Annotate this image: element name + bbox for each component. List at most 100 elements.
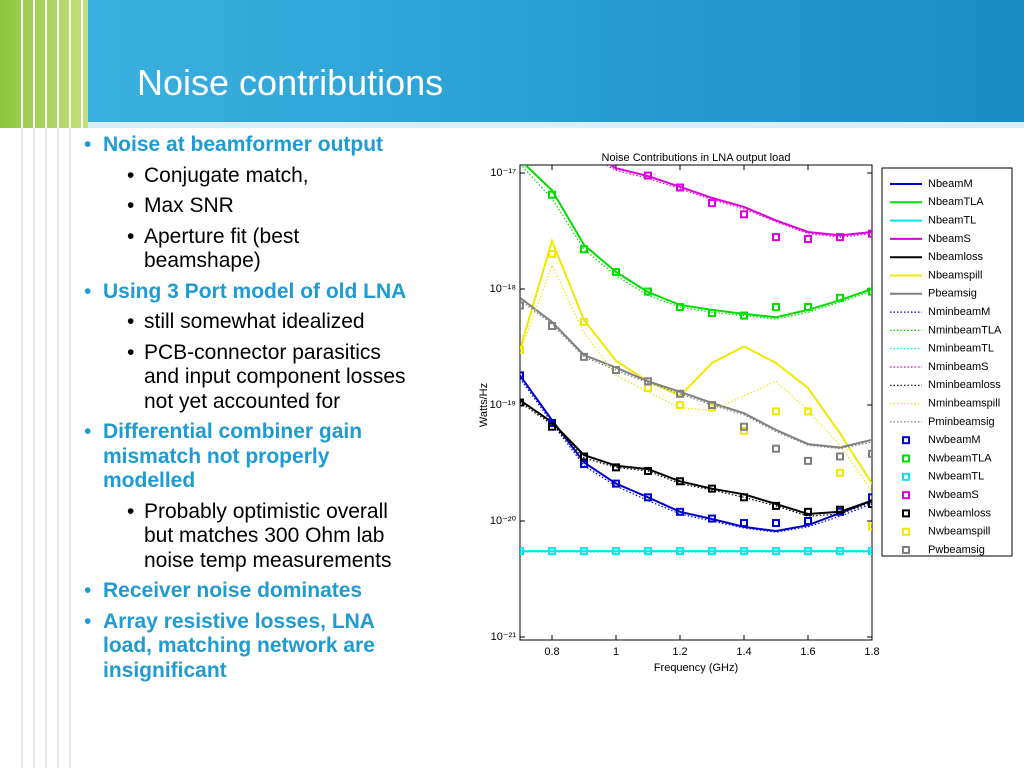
marker	[676, 477, 684, 486]
legend-label: NminbeamTLA	[928, 324, 1002, 336]
legend-marker	[902, 527, 910, 536]
series-line	[520, 374, 872, 533]
legend-marker	[902, 491, 910, 500]
bullet-text: load, matching network are	[103, 634, 375, 657]
legend-label: Pminbeamsig	[928, 416, 995, 428]
y-tick-label: 10⁻²¹	[491, 631, 517, 643]
legend-label: NminbeamTL	[928, 343, 994, 355]
marker	[644, 493, 652, 502]
marker	[772, 519, 780, 528]
marker	[580, 317, 588, 326]
marker	[740, 547, 748, 556]
marker	[612, 463, 620, 472]
bullet: Max SNR	[84, 194, 484, 219]
marker	[772, 547, 780, 556]
bullet-text: and input component losses	[144, 365, 406, 388]
marker	[548, 422, 556, 431]
series-line	[520, 402, 872, 517]
legend-label: Nwbeamspill	[928, 526, 990, 538]
marker	[868, 547, 872, 556]
legend-marker	[902, 546, 910, 554]
bullet-text: Aperture fit (best	[144, 224, 300, 248]
marker	[740, 422, 748, 431]
marker	[804, 507, 812, 516]
bullet-text: Conjugate match,	[144, 163, 309, 187]
legend-label: NbeamM	[928, 178, 973, 190]
legend-label: NbeamS	[928, 233, 971, 245]
marker	[708, 199, 716, 208]
marker	[644, 466, 652, 475]
series-line	[520, 263, 872, 492]
marker	[676, 183, 684, 192]
x-tick-label: 1.8	[864, 646, 879, 658]
marker	[644, 171, 652, 180]
marker	[580, 547, 588, 556]
marker	[520, 301, 524, 310]
marker	[580, 245, 588, 254]
series-line	[520, 299, 872, 450]
legend-label: Nminbeamloss	[928, 379, 1001, 391]
bullet-text: insignificant	[103, 658, 227, 682]
marker	[740, 210, 748, 219]
marker	[580, 352, 588, 361]
legend-label: Nbeamloss	[928, 251, 984, 263]
bullet-text: PCB-connector parasitics	[144, 340, 381, 364]
bullet-text: noise temp measurements	[144, 548, 392, 572]
marker	[520, 547, 524, 556]
y-tick-label: 10⁻¹⁷	[490, 167, 516, 179]
chart-title: Noise Contributions in LNA output load	[602, 152, 791, 164]
marker	[772, 501, 780, 510]
legend-label: Pbeamsig	[928, 288, 977, 300]
marker	[804, 456, 812, 465]
series-line	[520, 297, 872, 449]
marker	[804, 547, 812, 556]
banner-edge	[0, 122, 1024, 128]
marker	[868, 449, 872, 458]
y-tick-label: 10⁻¹⁹	[490, 399, 516, 411]
marker	[644, 287, 652, 296]
bullet-list: Noise at beamformer output Conjugate matc…	[84, 133, 484, 689]
marker	[836, 293, 844, 302]
series-line	[608, 165, 872, 237]
bullet-text: Max SNR	[144, 194, 234, 217]
plot-series	[520, 165, 872, 556]
bullet: Using 3 Port model of old LNA	[84, 280, 484, 305]
marker	[804, 407, 812, 416]
left-stripe	[0, 0, 88, 128]
marker	[836, 233, 844, 242]
marker	[708, 514, 716, 523]
marker	[676, 302, 684, 311]
marker	[804, 302, 812, 311]
marker	[708, 484, 716, 493]
marker	[804, 517, 812, 525]
marker	[676, 389, 684, 398]
series-line	[520, 237, 872, 485]
x-tick-label: 1.4	[736, 646, 751, 658]
bullet-text: Array resistive losses, LNA	[103, 609, 375, 633]
marker	[772, 302, 780, 311]
bullet: Conjugate match,	[84, 164, 484, 189]
marker	[868, 287, 872, 296]
marker	[804, 234, 812, 243]
x-tick-label: 1.2	[672, 646, 687, 658]
slide-title: Noise contributions	[137, 62, 444, 103]
x-tick-label: 0.8	[544, 646, 559, 658]
legend-marker	[902, 436, 910, 445]
marker	[548, 250, 556, 259]
marker	[708, 547, 716, 556]
plot-area	[519, 164, 873, 641]
y-axis-label: Watts/Hz	[478, 383, 490, 427]
marker	[836, 505, 844, 514]
bullet-text: still somewhat idealized	[144, 310, 365, 333]
marker	[676, 507, 684, 516]
marker	[772, 444, 780, 453]
legend-label: Nbeamspill	[928, 269, 982, 281]
bullet: still somewhat idealized	[84, 310, 484, 335]
marker	[868, 229, 872, 238]
